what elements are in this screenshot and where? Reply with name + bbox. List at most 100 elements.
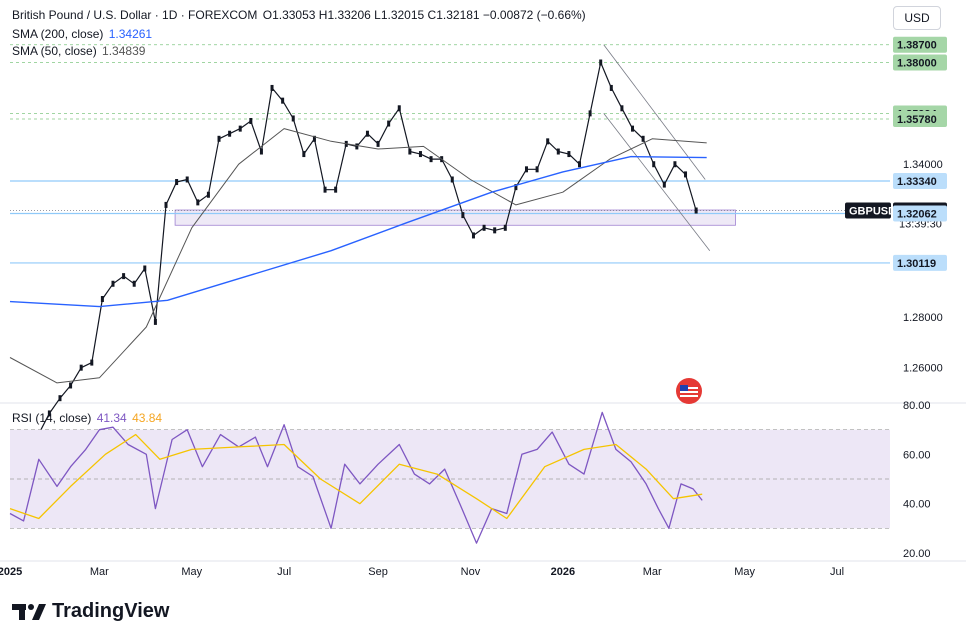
price-candle (217, 135, 221, 142)
tradingview-logo[interactable]: TradingView (12, 600, 169, 623)
price-candle (418, 151, 422, 158)
rsi-ma-value: 43.84 (132, 411, 163, 425)
price-candle (122, 273, 126, 280)
price-candle (376, 140, 380, 147)
us-flag-event-icon[interactable] (676, 378, 702, 404)
legend-sma200-row[interactable]: SMA (200, close) 1.34261 (12, 27, 154, 41)
price-candle (609, 84, 613, 91)
sma200-value: 1.34261 (108, 27, 153, 41)
rsi-ma-line (9, 433, 703, 520)
symbol-tag-label: GBPUSD (849, 205, 896, 217)
price-candle (578, 161, 582, 168)
level-label: 1.33340 (897, 176, 937, 188)
price-candle (238, 125, 242, 132)
price-candle (546, 138, 550, 145)
price-candle (471, 232, 475, 239)
price-candle (567, 151, 571, 158)
time-tick-label: May (734, 566, 755, 578)
price-candle (588, 110, 592, 117)
rsi-tick-label: 60.00 (903, 449, 931, 461)
price-candle (58, 395, 62, 402)
level-label: 1.38000 (897, 58, 937, 70)
price-candle (228, 130, 232, 137)
level-label: 1.35780 (897, 114, 937, 126)
time-tick-label: Mar (643, 566, 662, 578)
price-candle (323, 186, 327, 193)
price-candle (100, 296, 104, 303)
level-label-box (893, 36, 947, 53)
price-candle (355, 143, 359, 150)
price-candle (387, 120, 391, 127)
price-candle (620, 105, 624, 112)
symbol-tag-box (845, 202, 891, 219)
time-tick-label: Jul (277, 566, 291, 578)
price-candle (524, 166, 528, 173)
price-candle (291, 115, 295, 122)
price-candle (482, 224, 486, 231)
price-candle (164, 201, 168, 208)
level-label: 1.38700 (897, 40, 937, 52)
rsi-band-fill (10, 429, 890, 529)
logo-text: TradingView (52, 600, 170, 622)
rsi-line (9, 411, 703, 544)
price-candle (153, 318, 157, 325)
price-candle (662, 181, 666, 188)
price-candle (694, 207, 698, 214)
level-label: 1.32062 (897, 209, 937, 221)
price-candle (684, 171, 688, 178)
price-candle (302, 151, 306, 158)
price-candle (631, 125, 635, 132)
flag-icon (680, 385, 698, 397)
price-candle (249, 118, 253, 125)
legend-rsi-row[interactable]: RSI (14, close) 41.34 43.84 (12, 411, 164, 425)
price-candle (185, 176, 189, 183)
price-candle (69, 382, 73, 389)
price-candle (514, 184, 518, 191)
price-candle (270, 84, 274, 91)
level-label-box (893, 173, 947, 190)
price-series (27, 61, 697, 470)
support-zone (174, 209, 736, 226)
rsi-tick-label: 80.00 (903, 400, 931, 412)
price-candle (503, 224, 507, 231)
price-candle (47, 410, 51, 417)
price-candle (90, 359, 94, 366)
price-candle (281, 97, 285, 104)
price-candle (143, 265, 147, 272)
level-label-box (893, 54, 947, 71)
time-tick-label: 2025 (0, 566, 22, 578)
price-tick-label: 1.34000 (903, 159, 943, 171)
currency-button[interactable]: USD (893, 6, 941, 30)
ohlc-values: O1.33053 H1.33206 L1.32015 C1.32181 −0.0… (262, 8, 586, 22)
rsi-value: 41.34 (96, 411, 127, 425)
time-tick-label: Nov (461, 566, 481, 578)
price-candle (556, 148, 560, 155)
time-tick-label: 2026 (551, 566, 575, 578)
time-tick-label: Jul (830, 566, 844, 578)
sma50-label: SMA (50, close) (12, 44, 97, 58)
level-label-box (893, 110, 947, 127)
legend-symbol-row: British Pound / U.S. Dollar · 1D · FOREX… (12, 8, 588, 22)
price-candle (259, 148, 263, 155)
price-candle (196, 199, 200, 206)
rsi-label: RSI (14, close) (12, 411, 92, 425)
symbol-title: British Pound / U.S. Dollar · 1D · FOREX… (12, 8, 258, 22)
price-candle (206, 191, 210, 198)
sma200-line (9, 155, 707, 308)
price-candle (450, 176, 454, 183)
price-candle (429, 156, 433, 163)
price-candle (673, 161, 677, 168)
price-candle (334, 186, 338, 193)
level-label-box (893, 205, 947, 222)
price-candle (408, 148, 412, 155)
price-candle (312, 135, 316, 142)
tradingview-mark-icon (12, 603, 46, 620)
rsi-tick-label: 20.00 (903, 548, 931, 560)
price-candle (535, 166, 539, 173)
price-candle (79, 364, 83, 371)
price-candle (461, 212, 465, 219)
channel-lower-line (603, 113, 711, 251)
time-tick-label: Sep (368, 566, 388, 578)
legend-sma50-row[interactable]: SMA (50, close) 1.34839 (12, 44, 147, 58)
